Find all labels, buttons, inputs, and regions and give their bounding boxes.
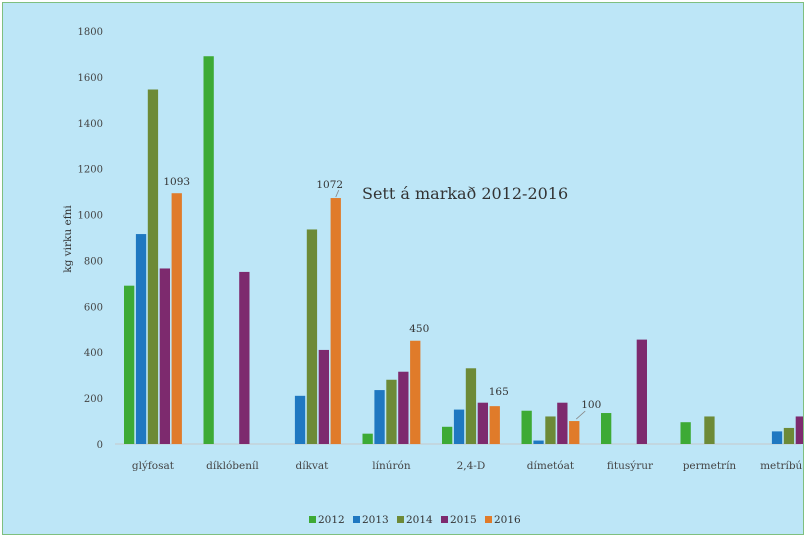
bar-2015-1 [239, 271, 250, 444]
legend-swatch-2015 [441, 516, 448, 523]
y-tick-label: 400 [84, 348, 103, 359]
data-label-díkvat: 1072 [316, 179, 343, 191]
legend-label: 2016 [494, 514, 521, 526]
bar-2012-7 [680, 422, 691, 444]
x-category-label: 2,4-D [457, 460, 486, 472]
chart-title: Sett á markað 2012-2016 [362, 184, 568, 203]
data-label-glýfosat: 1093 [163, 176, 190, 188]
y-tick-label: 1600 [78, 73, 103, 84]
bar-chart: 0 200 400 600 800 1000 1200 1400 1600 1800 glýfos… [62, 27, 804, 526]
legend-swatch-2016 [485, 516, 492, 523]
bar-2016-5 [569, 421, 580, 444]
bar-2013-5 [533, 440, 544, 444]
bar-2012-6 [601, 413, 612, 444]
legend-label: 2013 [362, 514, 389, 526]
y-tick-label: 600 [84, 302, 103, 313]
bar-2013-8 [771, 431, 783, 444]
x-category-label: permetrín [683, 460, 737, 472]
bar-2012-0 [124, 285, 135, 444]
legend-label: 2012 [318, 514, 345, 526]
bar-2013-2 [294, 395, 306, 444]
y-axis-label: kg virku efni [62, 205, 74, 273]
bar-2015-0 [159, 268, 170, 444]
bar-2012-5 [521, 410, 532, 444]
bar-2014-2 [306, 229, 318, 444]
bar-2012-4 [442, 426, 453, 444]
x-axis-categories: glýfosat díklóbeníl díkvat línúrón 2,4-D díme… [132, 459, 804, 472]
bar-2014-0 [147, 89, 159, 444]
bar-2012-1 [203, 56, 214, 444]
bar-2012-3 [362, 433, 373, 444]
bar-2013-0 [135, 234, 147, 444]
bar-2015-3 [398, 371, 409, 444]
data-labels: 1093 1072 450 165 100 [163, 176, 601, 420]
bar-2015-6 [636, 339, 647, 444]
legend-label: 2014 [406, 514, 433, 526]
bar-2014-4 [465, 368, 477, 444]
legend-swatch-2014 [397, 516, 404, 523]
x-category-label: línúrón [372, 460, 411, 472]
y-tick-label: 0 [97, 440, 103, 451]
data-label-dímetóat: 100 [581, 399, 601, 411]
x-category-label: glýfosat [132, 459, 175, 472]
data-label-leader-line [575, 410, 586, 420]
bar-2016-2 [330, 198, 341, 444]
x-category-label: metríbúsín [760, 460, 804, 472]
x-category-label: díklóbeníl [206, 460, 259, 472]
data-label-leader-line [335, 189, 340, 198]
legend-label: 2015 [450, 514, 477, 526]
y-tick-label: 1400 [78, 119, 103, 130]
bar-2015-8 [795, 416, 803, 444]
bar-2015-5 [557, 402, 568, 444]
y-tick-label: 800 [84, 256, 103, 267]
y-tick-label: 1200 [78, 165, 103, 176]
data-label-2,4-D: 165 [489, 386, 509, 398]
bar-2015-2 [318, 349, 329, 444]
bar-2013-3 [374, 390, 385, 444]
bar-2016-4 [489, 406, 500, 444]
bar-2016-0 [171, 193, 182, 444]
legend-swatch-2013 [353, 516, 360, 523]
bar-2015-4 [477, 402, 488, 444]
bars [124, 56, 803, 444]
legend: 2012 2013 2014 2015 2016 [309, 514, 521, 526]
y-axis-ticks: 0 200 400 600 800 1000 1200 1400 1600 1800 [78, 27, 103, 451]
data-label-línúrón: 450 [409, 323, 429, 335]
y-tick-label: 1800 [78, 27, 103, 38]
x-category-label: dímetóat [527, 460, 575, 472]
bar-2016-3 [410, 340, 421, 444]
bar-2014-8 [783, 427, 795, 444]
x-category-label: fitusýrur [607, 459, 654, 472]
bar-2014-7 [704, 416, 715, 444]
x-category-label: díkvat [296, 460, 330, 472]
bar-2014-3 [386, 379, 397, 444]
bar-2014-5 [545, 416, 556, 444]
y-tick-label: 1000 [78, 211, 103, 222]
legend-swatch-2012 [309, 516, 316, 523]
bar-2013-4 [453, 409, 465, 444]
y-tick-label: 200 [84, 394, 103, 405]
